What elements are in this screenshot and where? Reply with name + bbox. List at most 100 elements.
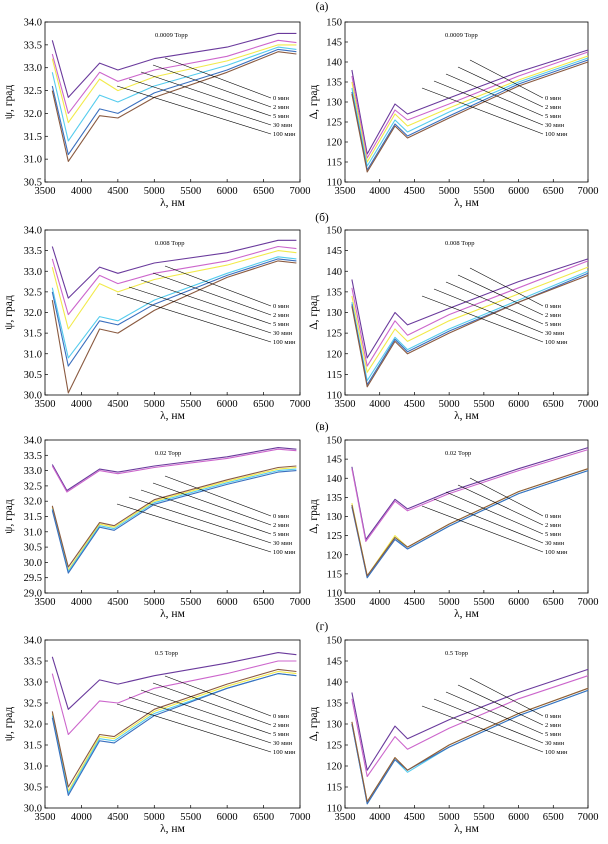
annotation-leader <box>469 59 544 99</box>
y-tick-label: 31.0 <box>24 762 42 773</box>
x-tick-label: 7000 <box>578 399 599 410</box>
annotation-label: 5 мин <box>273 113 289 120</box>
annotation-label: 0 мин <box>273 95 289 102</box>
x-tick-label: 6500 <box>543 186 564 197</box>
y-tick-label: 125 <box>326 118 342 129</box>
series-line-1 <box>51 652 297 710</box>
annotation-label: 30 мин <box>273 122 293 129</box>
y-tick-label: 150 <box>326 18 342 29</box>
annotation-label: 5 мин <box>273 731 289 738</box>
y-tick-label: 32.5 <box>24 699 42 710</box>
y-tick-label: 31.5 <box>24 132 42 143</box>
x-tick-label: 4000 <box>369 399 390 410</box>
y-tick-label: 30.5 <box>24 543 42 554</box>
annotation-label: 2 мин <box>545 104 561 111</box>
annotation-leader <box>152 682 272 726</box>
y-tick-label: 33.0 <box>24 678 42 689</box>
annotation-label: 100 мин <box>545 749 568 756</box>
y-tick-label: 150 <box>326 636 342 647</box>
y-tick-label: 135 <box>326 287 342 298</box>
x-tick-label: 6000 <box>508 186 529 197</box>
y-tick-label: 115 <box>327 783 342 794</box>
series-line-3 <box>351 266 589 373</box>
y-tick-label: 31.5 <box>24 329 42 340</box>
y-tick-label: 130 <box>326 512 342 523</box>
annotation-label: 0 мин <box>273 713 289 720</box>
annotation-leader <box>445 491 544 535</box>
y-tick-label: 145 <box>326 657 342 668</box>
y-tick-label: 120 <box>326 138 342 149</box>
chart-panel-a-psi: 3500 4000 4500 5000 5500 6000 6500 7000 30.5 31.0… <box>3 18 311 210</box>
x-tick-label: 5500 <box>180 812 201 823</box>
series-line-1 <box>51 447 297 492</box>
y-tick-label: 32.0 <box>24 308 42 319</box>
x-tick-label: 3500 <box>35 597 56 608</box>
y-tick-label: 34.0 <box>24 436 42 447</box>
annotation-label: 100 мин <box>273 131 296 138</box>
pressure-label: 0.0009 Торр <box>155 32 188 39</box>
y-tick-label: 29.5 <box>24 573 42 584</box>
x-tick-label: 3500 <box>335 812 356 823</box>
y-tick-label: 145 <box>326 38 342 49</box>
y-tick-label: 32.5 <box>24 481 42 492</box>
y-tick-label: 140 <box>326 58 342 69</box>
y-tick-label: 34.0 <box>24 18 42 29</box>
series-line-5 <box>51 470 297 574</box>
plot-frame <box>344 21 589 183</box>
annotation-leader <box>433 288 544 334</box>
annotation-leader <box>116 85 272 135</box>
y-tick-label: 135 <box>326 493 342 504</box>
x-tick-label: 5000 <box>439 399 460 410</box>
series-line-4 <box>351 270 589 382</box>
x-tick-label: 5500 <box>473 399 494 410</box>
y-tick-label: 31.5 <box>24 741 42 752</box>
x-tick-label: 6500 <box>543 597 564 608</box>
x-tick-label: 4000 <box>71 399 92 410</box>
x-tick-label: 4500 <box>404 812 425 823</box>
x-tick-label: 6000 <box>217 597 238 608</box>
panel-letter: (г) <box>316 621 329 633</box>
x-tick-label: 3500 <box>335 399 356 410</box>
series-line-1 <box>351 668 589 771</box>
y-tick-label: 110 <box>327 589 342 600</box>
series-line-2 <box>351 449 589 542</box>
annotation-label: 2 мин <box>545 722 561 729</box>
panel-letter: (в) <box>315 421 328 433</box>
annotation-label: 100 мин <box>545 549 568 556</box>
x-tick-label: 6000 <box>217 399 238 410</box>
annotation-leader <box>433 698 544 744</box>
annotation-label: 30 мин <box>273 540 293 547</box>
x-tick-label: 3500 <box>35 186 56 197</box>
x-tick-label: 5500 <box>180 597 201 608</box>
annotation-leader <box>433 498 544 544</box>
annotation-leader <box>164 57 272 99</box>
annotation-leader <box>140 71 272 117</box>
x-tick-label: 7000 <box>290 186 311 197</box>
annotation-leader <box>445 691 544 735</box>
series-line-5 <box>51 258 297 367</box>
y-tick-label: 33.5 <box>24 40 42 51</box>
annotation-leader <box>469 267 544 307</box>
annotation-label: 100 мин <box>273 549 296 556</box>
x-tick-label: 3500 <box>335 597 356 608</box>
y-axis-label: ψ, град <box>3 85 15 120</box>
y-tick-label: 110 <box>327 804 342 815</box>
chart-panel-a-delta: 3500 4000 4500 5000 5500 6000 6500 7000 110 115 12… <box>308 18 599 210</box>
series-line-5 <box>351 272 589 386</box>
y-tick-label: 150 <box>326 226 342 237</box>
y-tick-label: 33.5 <box>24 451 42 462</box>
y-tick-label: 140 <box>326 678 342 689</box>
x-tick-label: 7000 <box>578 597 599 608</box>
series-line-3 <box>351 55 589 163</box>
series-line-6 <box>51 465 297 568</box>
series-line-1 <box>351 49 589 155</box>
annotation-label: 0 мин <box>545 713 561 720</box>
x-tick-label: 5500 <box>180 399 201 410</box>
y-tick-label: 34.0 <box>24 636 42 647</box>
y-tick-label: 31.5 <box>24 512 42 523</box>
series-line-4 <box>351 57 589 167</box>
y-axis-label: Δ, град <box>308 295 320 330</box>
x-axis-label: λ, нм <box>160 823 185 835</box>
panel-letter: (а) <box>316 1 329 13</box>
